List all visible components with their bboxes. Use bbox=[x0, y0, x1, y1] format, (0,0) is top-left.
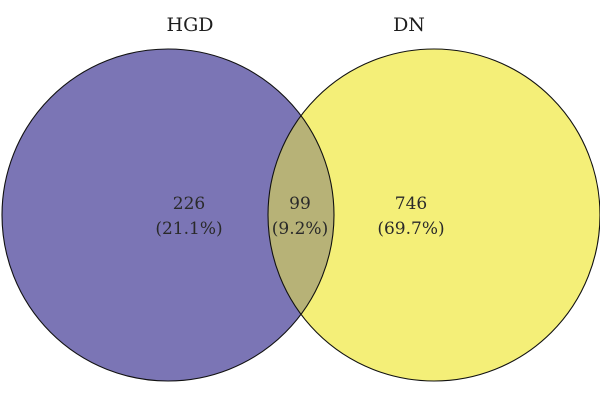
hgd-only-count: 226 bbox=[173, 194, 205, 214]
dn-title: DN bbox=[393, 14, 425, 36]
hgd-only-percent: (21.1%) bbox=[155, 219, 222, 239]
intersection-count: 99 bbox=[289, 194, 311, 214]
dn-outline bbox=[267, 48, 600, 382]
dn-circle bbox=[268, 49, 600, 381]
dn-only-count: 746 bbox=[395, 194, 427, 214]
dn-only-percent: (69.7%) bbox=[377, 219, 444, 239]
hgd-title: HGD bbox=[167, 14, 214, 36]
intersection-percent: (9.2%) bbox=[272, 219, 328, 239]
hgd-circle bbox=[2, 49, 334, 381]
hgd-outline bbox=[1, 48, 335, 382]
